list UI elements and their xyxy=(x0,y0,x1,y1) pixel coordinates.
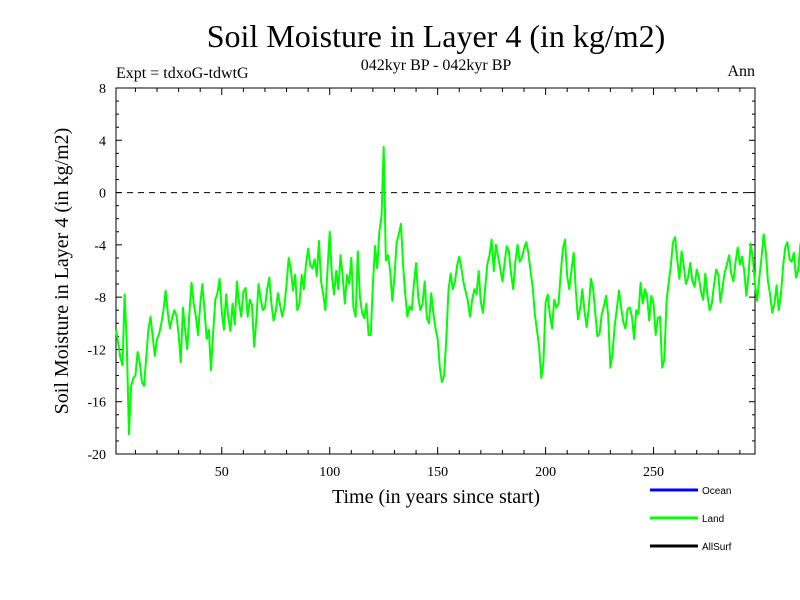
x-tick-label: 50 xyxy=(215,465,229,480)
y-tick-label: -16 xyxy=(87,396,106,411)
y-tick-label: -8 xyxy=(94,291,106,306)
y-tick-label: -20 xyxy=(87,448,106,463)
chart-title: Soil Moisture in Layer 4 (in kg/m2) xyxy=(207,18,666,54)
y-tick-label: 4 xyxy=(99,134,106,149)
legend: Ocean Land AllSurf xyxy=(650,486,732,553)
y-tick-label: -4 xyxy=(94,239,106,254)
plot-area xyxy=(115,87,756,455)
chart-subtitle: 042kyr BP - 042kyr BP xyxy=(361,57,512,74)
legend-label-land: Land xyxy=(702,514,724,525)
legend-label-ocean: Ocean xyxy=(702,486,731,497)
x-tick-label: 250 xyxy=(643,465,664,480)
y-tick-label: -12 xyxy=(87,343,106,358)
y-axis-label: Soil Moisture in Layer 4 (in kg/m2) xyxy=(51,128,73,415)
y-tick-label: 8 xyxy=(99,82,106,97)
season-label: Ann xyxy=(727,63,755,80)
x-tick-label: 150 xyxy=(427,465,448,480)
x-axis-label: Time (in years since start) xyxy=(332,486,540,508)
x-tick-label: 100 xyxy=(319,465,340,480)
legend-label-allsurf: AllSurf xyxy=(702,542,732,553)
y-tick-label: 0 xyxy=(99,187,106,202)
x-tick-label: 200 xyxy=(535,465,556,480)
x-axis: 50 100 150 200 250 xyxy=(134,88,741,480)
expt-label: Expt = tdxoG-tdwtG xyxy=(116,65,249,82)
series-line-land xyxy=(115,145,800,436)
y-axis: -20 -16 -12 -8 -4 0 4 8 xyxy=(87,82,755,463)
